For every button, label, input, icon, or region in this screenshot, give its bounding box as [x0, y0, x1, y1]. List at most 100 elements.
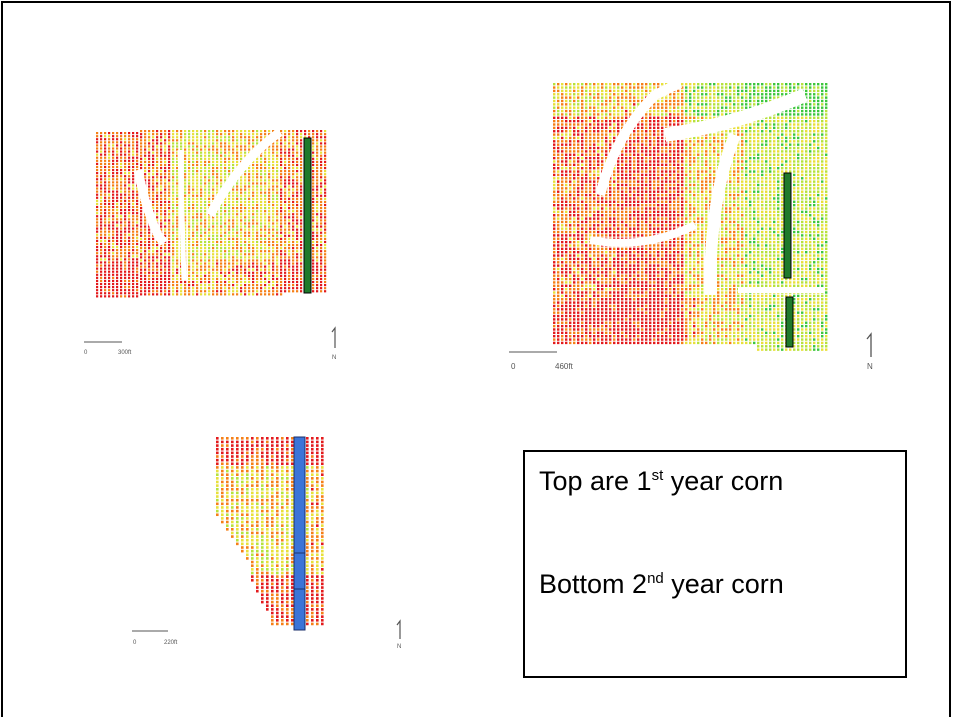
yield-dot: [164, 228, 167, 231]
yield-dot: [288, 188, 291, 191]
yield-dot: [557, 251, 560, 254]
yield-dot: [609, 187, 612, 190]
yield-dot: [144, 160, 147, 163]
yield-dot: [188, 216, 191, 219]
yield-dot: [120, 227, 123, 230]
yield-dot: [601, 254, 604, 257]
yield-dot: [196, 148, 199, 151]
yield-dot: [176, 234, 179, 237]
yield-dot: [324, 188, 327, 191]
yield-dot: [569, 103, 572, 106]
yield-dot: [637, 210, 640, 214]
yield-dot: [152, 240, 155, 244]
yield-dot: [589, 257, 592, 261]
yield-dot: [260, 200, 263, 204]
yield-dot: [641, 338, 644, 341]
yield-dot: [192, 228, 195, 231]
yield-dot: [629, 335, 632, 338]
yield-dot: [577, 116, 580, 119]
yield-dot: [252, 166, 255, 170]
yield-dot: [633, 167, 636, 170]
yield-dot: [601, 308, 604, 311]
yield-dot: [168, 191, 171, 194]
yield-dot: [280, 148, 283, 151]
yield-dot: [116, 242, 119, 246]
yield-dot: [148, 160, 151, 163]
yield-dot: [256, 182, 259, 185]
yield-dot: [100, 175, 103, 178]
yield-dot: [160, 142, 163, 145]
yield-dot: [617, 200, 620, 203]
yield-dot: [244, 185, 247, 188]
yield-dot: [264, 200, 267, 204]
yield-dot: [617, 119, 620, 123]
yield-dot: [116, 239, 119, 242]
yield-dot: [128, 249, 131, 252]
yield-dot: [292, 290, 295, 293]
yield-dot: [108, 144, 111, 147]
yield-dot: [565, 331, 568, 335]
yield-dot: [264, 207, 267, 210]
yield-dot: [629, 294, 632, 298]
yield-dot: [569, 167, 572, 170]
yield-dot: [100, 218, 103, 221]
yield-dot: [260, 130, 263, 133]
yield-dot: [561, 318, 564, 321]
yield-dot: [176, 277, 179, 281]
yield-dot: [324, 280, 327, 284]
yield-dot: [244, 277, 247, 281]
yield-dot: [128, 205, 131, 209]
yield-dot: [316, 185, 319, 188]
yield-dot: [228, 207, 231, 210]
yield-dot: [176, 200, 179, 204]
yield-dot: [593, 197, 596, 200]
yield-dot: [212, 216, 215, 219]
yield-dot: [244, 274, 247, 277]
yield-dot: [104, 255, 107, 258]
yield-dot: [553, 281, 556, 284]
yield-dot: [641, 217, 644, 220]
yield-dot: [176, 179, 179, 182]
yield-dot: [132, 286, 135, 289]
yield-dot: [565, 294, 568, 298]
yield-dot: [565, 321, 568, 324]
yield-dot: [597, 136, 600, 140]
yield-dot: [176, 176, 179, 179]
yield-dot: [284, 277, 287, 281]
yield-dot: [156, 160, 159, 163]
yield-dot: [617, 257, 620, 261]
yield-dot: [208, 151, 211, 154]
yield-dot: [557, 197, 560, 200]
yield-dot: [629, 308, 632, 311]
yield-dot: [601, 86, 604, 89]
yield-dot: [280, 200, 283, 204]
yield-dot: [236, 277, 239, 281]
yield-dot: [637, 230, 640, 234]
yield-dot: [629, 277, 632, 281]
yield-dot: [557, 240, 560, 244]
yield-dot: [296, 243, 299, 247]
yield-dot: [577, 251, 580, 254]
yield-dot: [312, 200, 315, 204]
yield-dot: [601, 311, 604, 314]
yield-dot: [613, 230, 616, 234]
yield-dot: [148, 173, 151, 176]
yield-dot: [128, 245, 131, 249]
yield-dot: [96, 282, 99, 286]
yield-dot: [156, 207, 159, 210]
yield-dot: [613, 281, 616, 284]
yield-dot: [216, 176, 219, 179]
yield-dot: [120, 212, 123, 215]
yield-dot: [601, 123, 604, 126]
yield-dot: [104, 292, 107, 295]
yield-dot: [140, 151, 143, 154]
yield-dot: [192, 197, 195, 200]
yield-dot: [629, 170, 632, 173]
yield-dot: [228, 287, 231, 290]
yield-dot: [597, 116, 600, 119]
yield-dot: [264, 185, 267, 188]
yield-dot: [585, 119, 588, 123]
yield-dot: [593, 203, 596, 207]
yield-dot: [148, 191, 151, 194]
yield-dot: [324, 182, 327, 185]
